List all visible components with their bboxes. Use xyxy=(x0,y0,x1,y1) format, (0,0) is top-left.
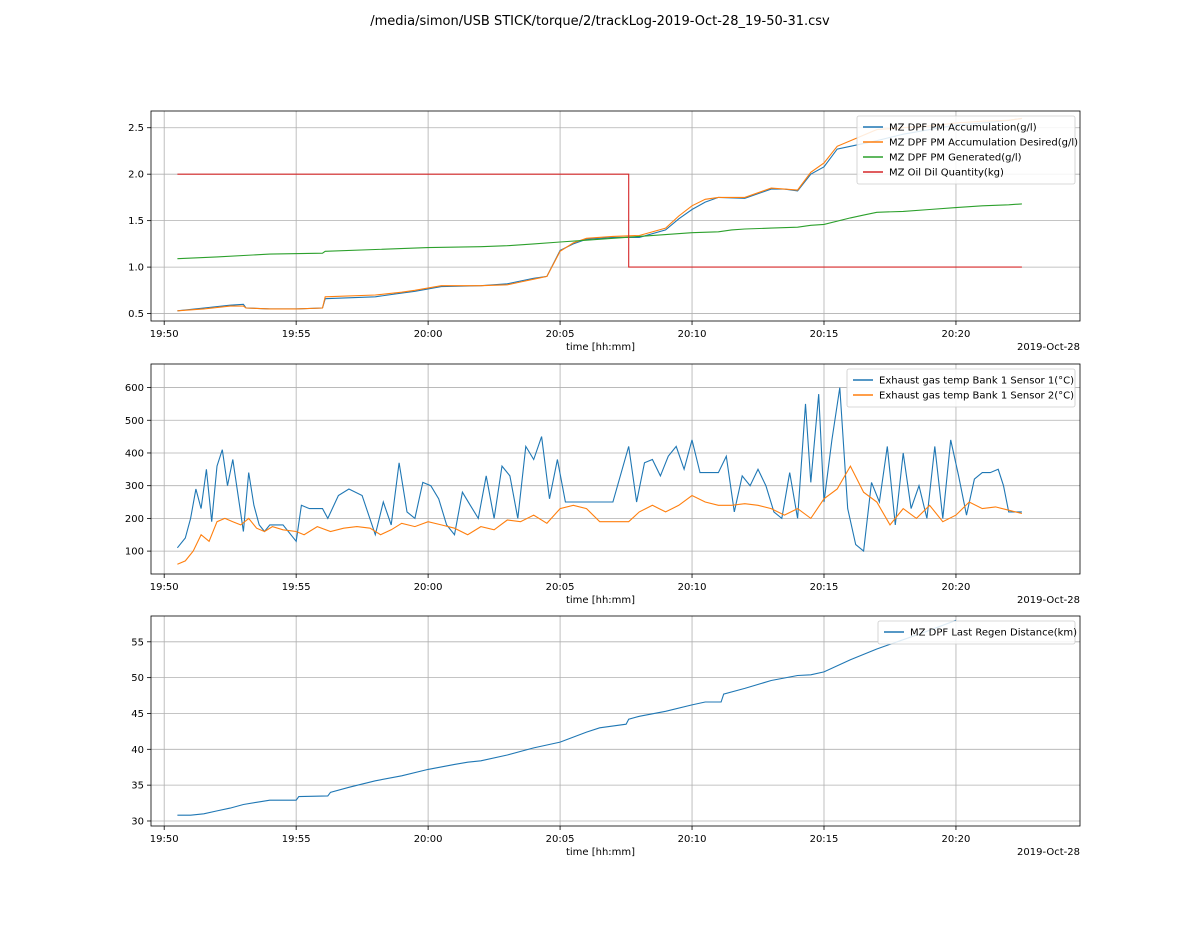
y-tick-label: 55 xyxy=(131,637,144,648)
y-tick-label: 45 xyxy=(131,709,144,720)
series-line-4 xyxy=(177,173,1022,268)
x-axis-label: time [hh:mm] xyxy=(566,342,635,353)
x-tick-label: 20:05 xyxy=(546,834,575,845)
legend: MZ DPF Last Regen Distance(km) xyxy=(877,620,1077,645)
x-tick-label: 20:10 xyxy=(678,582,707,593)
y-tick-label: 1.0 xyxy=(128,263,144,274)
x-tick-label: 20:05 xyxy=(546,329,575,340)
legend-entry: MZ DPF PM Accumulation Desired(g/l) xyxy=(889,138,1078,149)
x-tick-label: 20:20 xyxy=(942,329,971,340)
legend: MZ DPF PM Accumulation(g/l) MZ DPF PM Acc… xyxy=(856,115,1078,185)
x-tick-label: 20:15 xyxy=(810,329,839,340)
y-tick-label: 200 xyxy=(125,514,144,525)
x-tick-label: 19:50 xyxy=(150,834,179,845)
y-tick-label: 0.5 xyxy=(128,309,144,320)
x-tick-label: 20:00 xyxy=(414,329,443,340)
legend-entry: MZ DPF Last Regen Distance(km) xyxy=(910,628,1077,639)
x-tick-label: 20:00 xyxy=(414,834,443,845)
y-tick-label: 50 xyxy=(131,673,144,684)
x-tick-label: 19:50 xyxy=(150,329,179,340)
legend-entry: Exhaust gas temp Bank 1 Sensor 2(°C) xyxy=(879,391,1074,402)
x-tick-label: 20:15 xyxy=(810,834,839,845)
legend-entry: MZ Oil Dil Quantity(kg) xyxy=(889,168,1004,179)
legend-entry: Exhaust gas temp Bank 1 Sensor 1(°C) xyxy=(879,376,1074,387)
y-tick-label: 40 xyxy=(131,745,144,756)
y-tick-label: 30 xyxy=(131,816,144,827)
axes-frame xyxy=(150,110,1081,322)
x-tick-label: 20:20 xyxy=(942,582,971,593)
x-offset-label: 2019-Oct-28 xyxy=(1017,595,1080,606)
subplot-3: 19:50 19:55 20:00 20:05 20:10 20:15 20:20 30 35 4… xyxy=(131,615,1081,858)
y-tick-label: 400 xyxy=(125,448,144,459)
series-line-2 xyxy=(177,464,1023,565)
x-tick-label: 19:55 xyxy=(282,834,311,845)
x-tick-label: 20:10 xyxy=(678,834,707,845)
y-tick-label: 2.5 xyxy=(128,123,144,134)
legend-entry: MZ DPF PM Accumulation(g/l) xyxy=(889,123,1037,134)
x-axis-label: time [hh:mm] xyxy=(566,595,635,606)
x-tick-label: 19:55 xyxy=(282,329,311,340)
y-tick-label: 600 xyxy=(125,383,144,394)
figure-title: /media/simon/USB STICK/torque/2/trackLog… xyxy=(370,14,830,29)
y-tick-label: 2.0 xyxy=(128,170,144,181)
legend-entry: MZ DPF PM Generated(g/l) xyxy=(889,153,1022,164)
series-line-1 xyxy=(176,387,1022,553)
subplot-2: 19:50 19:55 20:00 20:05 20:10 20:15 20:20 100 20… xyxy=(125,363,1081,606)
y-tick-label: 100 xyxy=(125,547,144,558)
series-line-2 xyxy=(177,117,1022,312)
x-tick-label: 20:10 xyxy=(678,329,707,340)
x-tick-label: 20:20 xyxy=(942,834,971,845)
x-tick-label: 19:50 xyxy=(150,582,179,593)
series-line-3 xyxy=(177,203,1022,260)
x-offset-label: 2019-Oct-28 xyxy=(1017,847,1080,858)
subplot-1: 19:50 19:55 20:00 20:05 20:10 20:15 20:20 0.5 1.… xyxy=(128,110,1081,353)
axes-frame xyxy=(150,363,1081,575)
x-tick-label: 20:15 xyxy=(810,582,839,593)
y-tick-label: 500 xyxy=(125,416,144,427)
y-tick-label: 1.5 xyxy=(128,216,144,227)
axes-frame xyxy=(150,615,1081,827)
y-tick-label: 300 xyxy=(125,481,144,492)
legend-box xyxy=(856,115,1076,185)
x-tick-label: 20:05 xyxy=(546,582,575,593)
series-line-1 xyxy=(177,619,957,816)
x-tick-label: 20:00 xyxy=(414,582,443,593)
x-offset-label: 2019-Oct-28 xyxy=(1017,342,1080,353)
legend: Exhaust gas temp Bank 1 Sensor 1(°C) Exha… xyxy=(846,368,1076,408)
x-tick-label: 19:55 xyxy=(282,582,311,593)
legend-box xyxy=(877,620,1076,645)
x-axis-label: time [hh:mm] xyxy=(566,847,635,858)
legend-box xyxy=(846,368,1076,408)
y-tick-label: 35 xyxy=(131,781,144,792)
